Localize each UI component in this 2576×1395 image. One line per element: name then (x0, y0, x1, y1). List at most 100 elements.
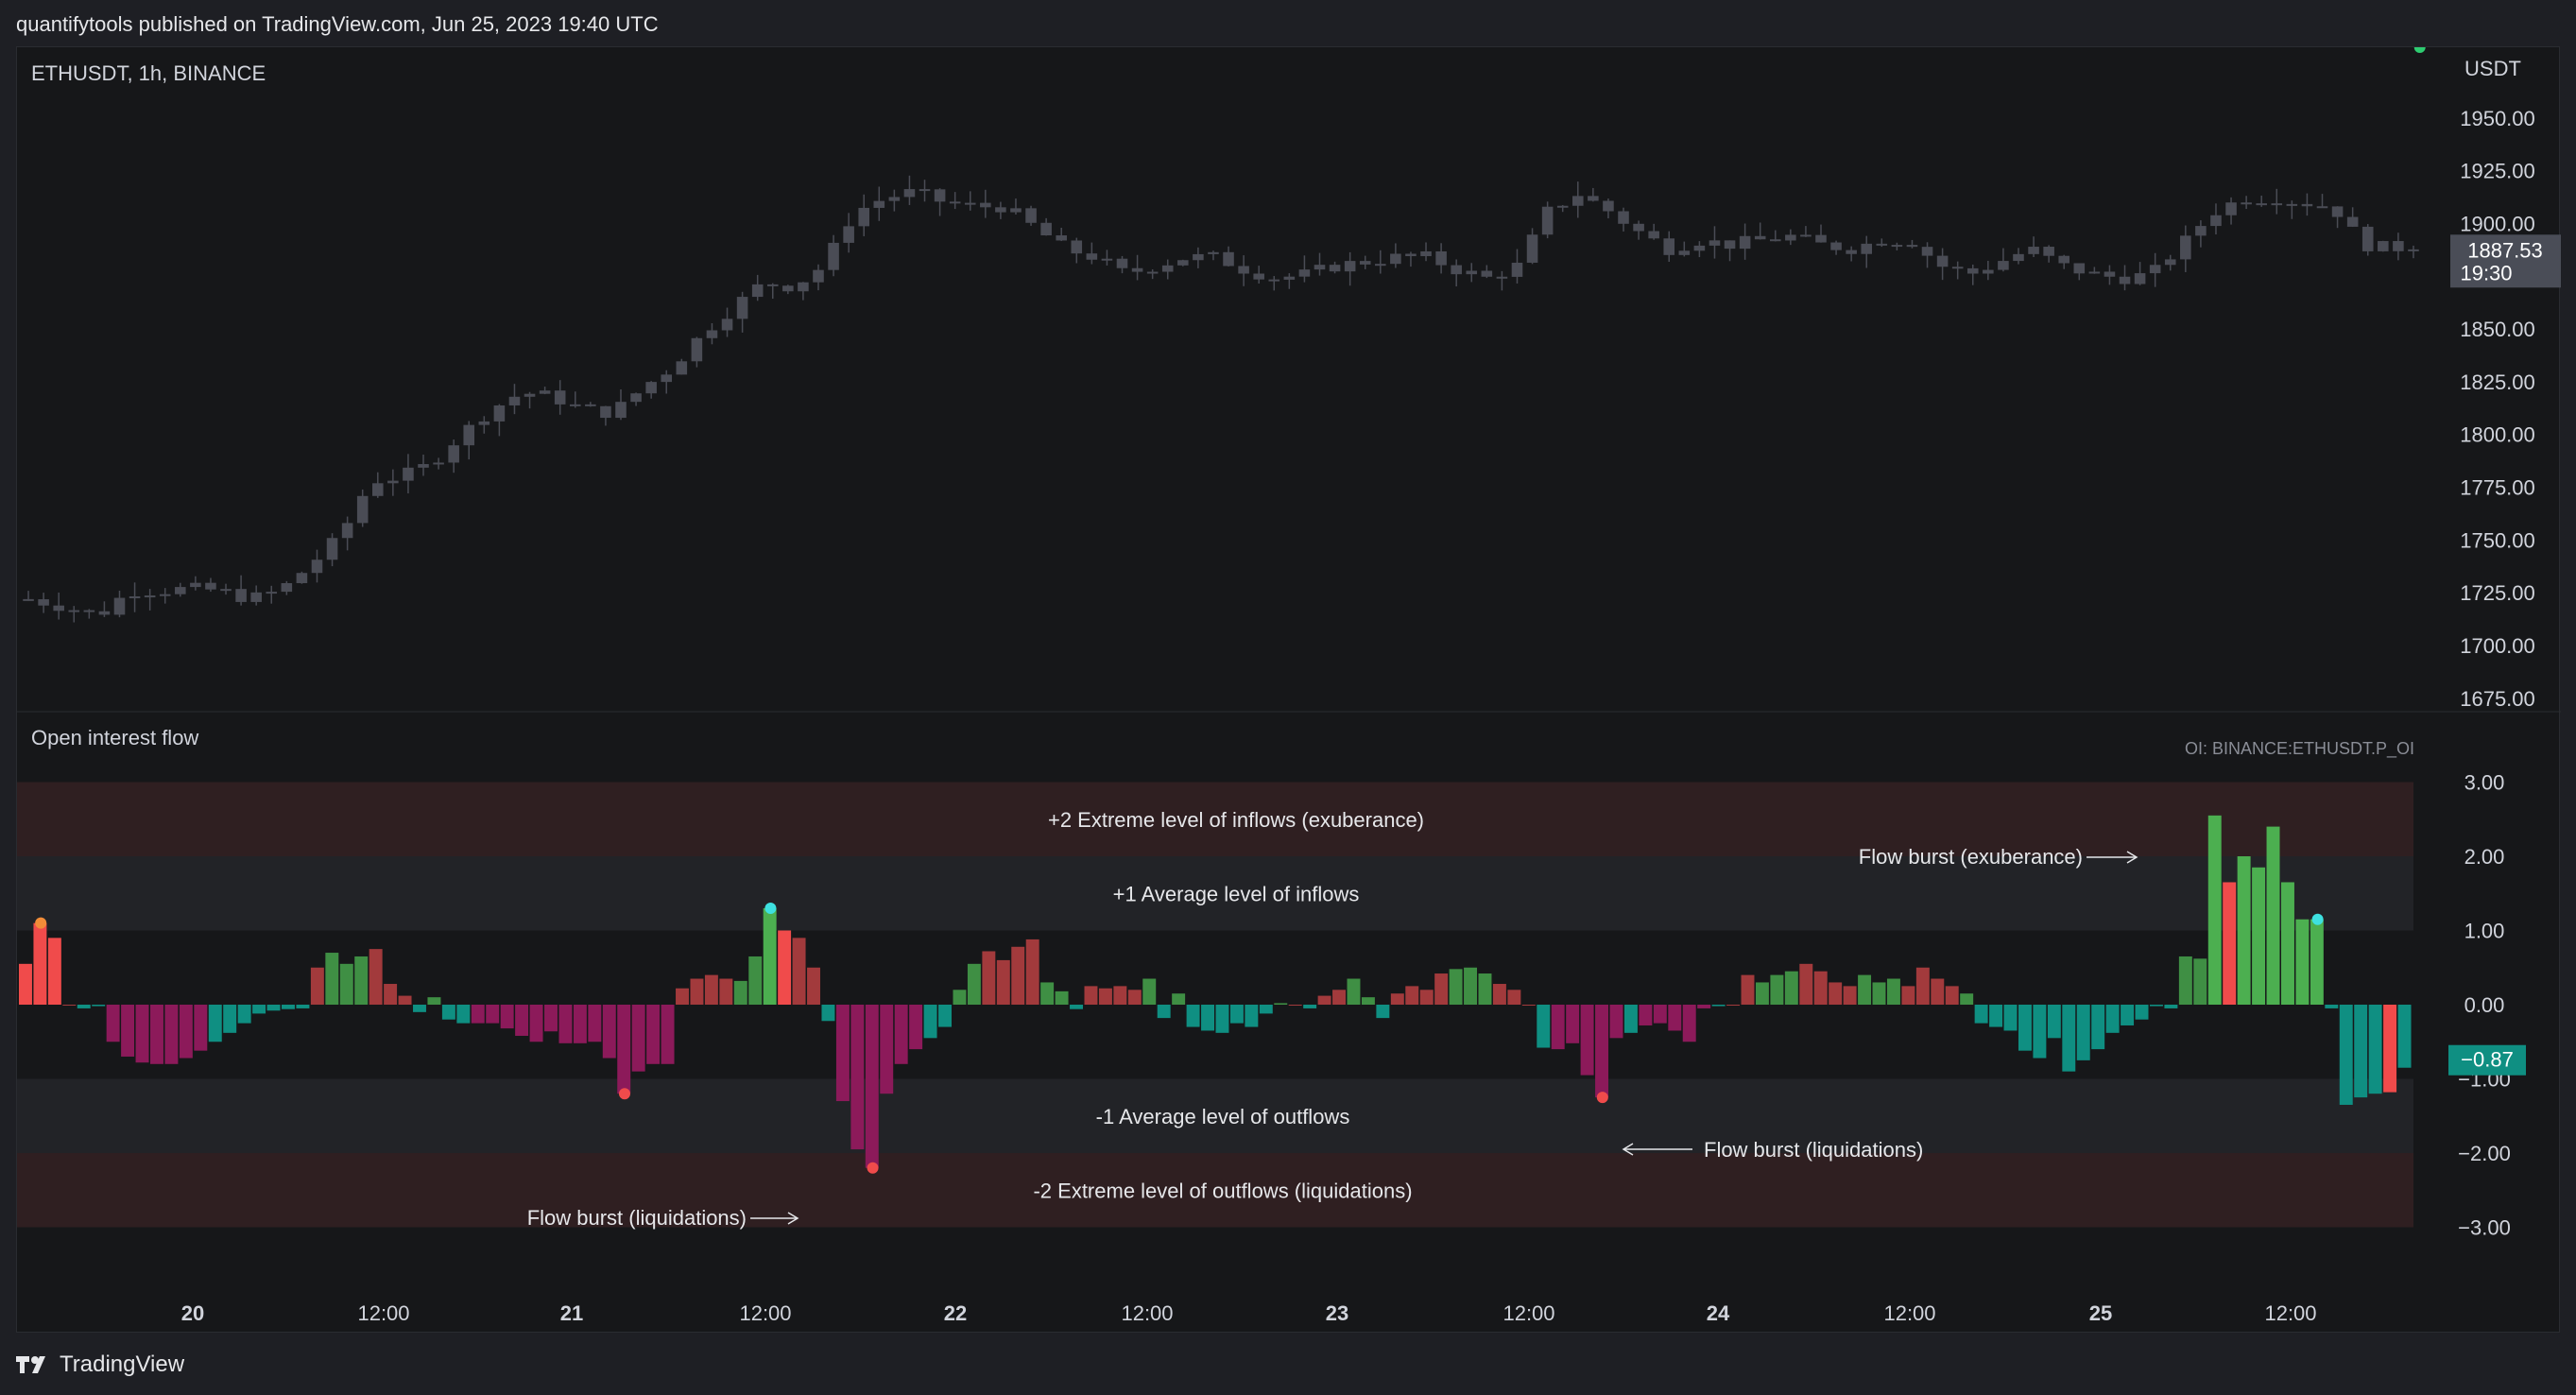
candle-body (1010, 208, 1022, 213)
candle-body (554, 390, 566, 405)
candle-body (2134, 273, 2146, 284)
flow-bar (19, 963, 32, 1005)
candle-body (843, 226, 854, 243)
candle-body (371, 483, 384, 496)
candle-body (1998, 261, 2009, 270)
flow-bar (1274, 1003, 1288, 1005)
candle-body (2271, 203, 2283, 206)
candle-body (1177, 260, 1189, 266)
flow-bar (1901, 986, 1915, 1005)
flow-burst-dot (2311, 913, 2324, 925)
flow-bar (500, 1005, 514, 1029)
candle-body (828, 242, 839, 270)
candle-body (1268, 279, 1280, 282)
chart-canvas[interactable]: +2 Extreme level of inflows (exuberance)… (17, 47, 2561, 1334)
flow-bar (1245, 1005, 1259, 1027)
candle-body (1208, 251, 1219, 254)
candle-body (1193, 253, 1204, 261)
candle-body (235, 589, 247, 602)
candle-body (493, 405, 506, 422)
flow-bar (441, 1005, 455, 1020)
candle-body (2301, 203, 2313, 207)
flow-bar (2193, 958, 2207, 1005)
flow-bar (835, 1005, 850, 1102)
candle-body (1724, 240, 1736, 250)
symbol-title[interactable]: ETHUSDT, 1h, BINANCE (31, 61, 266, 85)
candle-body (250, 592, 262, 602)
brand-footer[interactable]: TradingView (16, 1352, 184, 1378)
flow-axis-tick: −3.00 (2458, 1216, 2511, 1240)
candle-body (1526, 234, 1538, 263)
flow-axis-tick: 2.00 (2464, 845, 2505, 869)
candle-body (2180, 235, 2191, 260)
flow-bar (1711, 1005, 1726, 1007)
flow-burst-dot (1596, 1092, 1608, 1104)
candle-body (2013, 253, 2024, 262)
flow-burst-dot (764, 902, 777, 914)
candle-body (144, 595, 156, 598)
flow-bar (2223, 882, 2237, 1005)
last-price-badge (2450, 234, 2561, 288)
candle-body (98, 611, 111, 615)
flow-bar (2339, 1005, 2353, 1105)
candle-body (433, 462, 444, 465)
candle-body (2210, 215, 2222, 227)
candle-body (2225, 202, 2237, 215)
time-axis-tick: 21 (560, 1301, 583, 1325)
flow-bar (1098, 988, 1112, 1005)
flow-bar (2397, 1005, 2412, 1068)
candle-body (600, 405, 611, 419)
flow-bar (1784, 971, 1798, 1005)
candle-body (1056, 235, 1067, 241)
flow-bar (1829, 982, 1843, 1005)
flow-bar (1960, 993, 1974, 1005)
candle-body (478, 421, 490, 425)
candle-body (387, 480, 399, 484)
candle-body (281, 582, 293, 593)
chart-frame[interactable]: +2 Extreme level of inflows (exuberance)… (16, 46, 2561, 1334)
flow-bar (1639, 1005, 1653, 1025)
flow-bar (1858, 974, 1872, 1005)
candle-body (2286, 203, 2298, 206)
candle-body (539, 390, 551, 394)
flow-bar (1653, 1005, 1667, 1024)
candle-body (798, 282, 809, 292)
indicator-title[interactable]: Open interest flow (31, 726, 198, 749)
flow-bar (1464, 967, 1478, 1005)
candle-body (1223, 251, 1234, 267)
candle-body (766, 284, 779, 286)
candle-body (751, 284, 764, 298)
flow-bar (296, 1005, 310, 1008)
currency-label: USDT (2464, 57, 2521, 80)
candle-body (1846, 250, 1857, 254)
flow-bar (778, 930, 792, 1005)
candle-body (418, 464, 429, 468)
candle-body (2164, 259, 2176, 266)
flow-bar (1084, 986, 1098, 1005)
flow-bar (880, 1005, 894, 1094)
candle-body (661, 374, 673, 383)
flow-bar (471, 1005, 485, 1024)
band-label: -2 Extreme level of outflows (liquidatio… (1033, 1179, 1412, 1202)
candle-body (296, 573, 308, 583)
candle-body (68, 610, 80, 612)
flow-bar (1419, 990, 1434, 1005)
flow-burst-dot (618, 1088, 630, 1100)
time-axis-tick: 25 (2089, 1301, 2112, 1325)
candle-body (1314, 265, 1326, 270)
flow-bar (1915, 967, 1930, 1005)
flow-bar (1025, 939, 1039, 1005)
price-axis-tick: 1825.00 (2460, 370, 2535, 394)
flow-bar (2105, 1005, 2120, 1033)
time-axis-tick: 12:00 (1121, 1301, 1173, 1325)
candle-body (1785, 234, 1796, 241)
candle-body (569, 404, 581, 406)
candle-body (615, 402, 627, 419)
flow-bar (2121, 1005, 2135, 1025)
flow-bar (33, 922, 47, 1005)
flow-bar (2062, 1005, 2076, 1072)
flow-bar (1755, 982, 1769, 1005)
flow-bar (1945, 986, 1959, 1005)
candle-body (1769, 239, 1781, 242)
candle-body (53, 605, 64, 611)
